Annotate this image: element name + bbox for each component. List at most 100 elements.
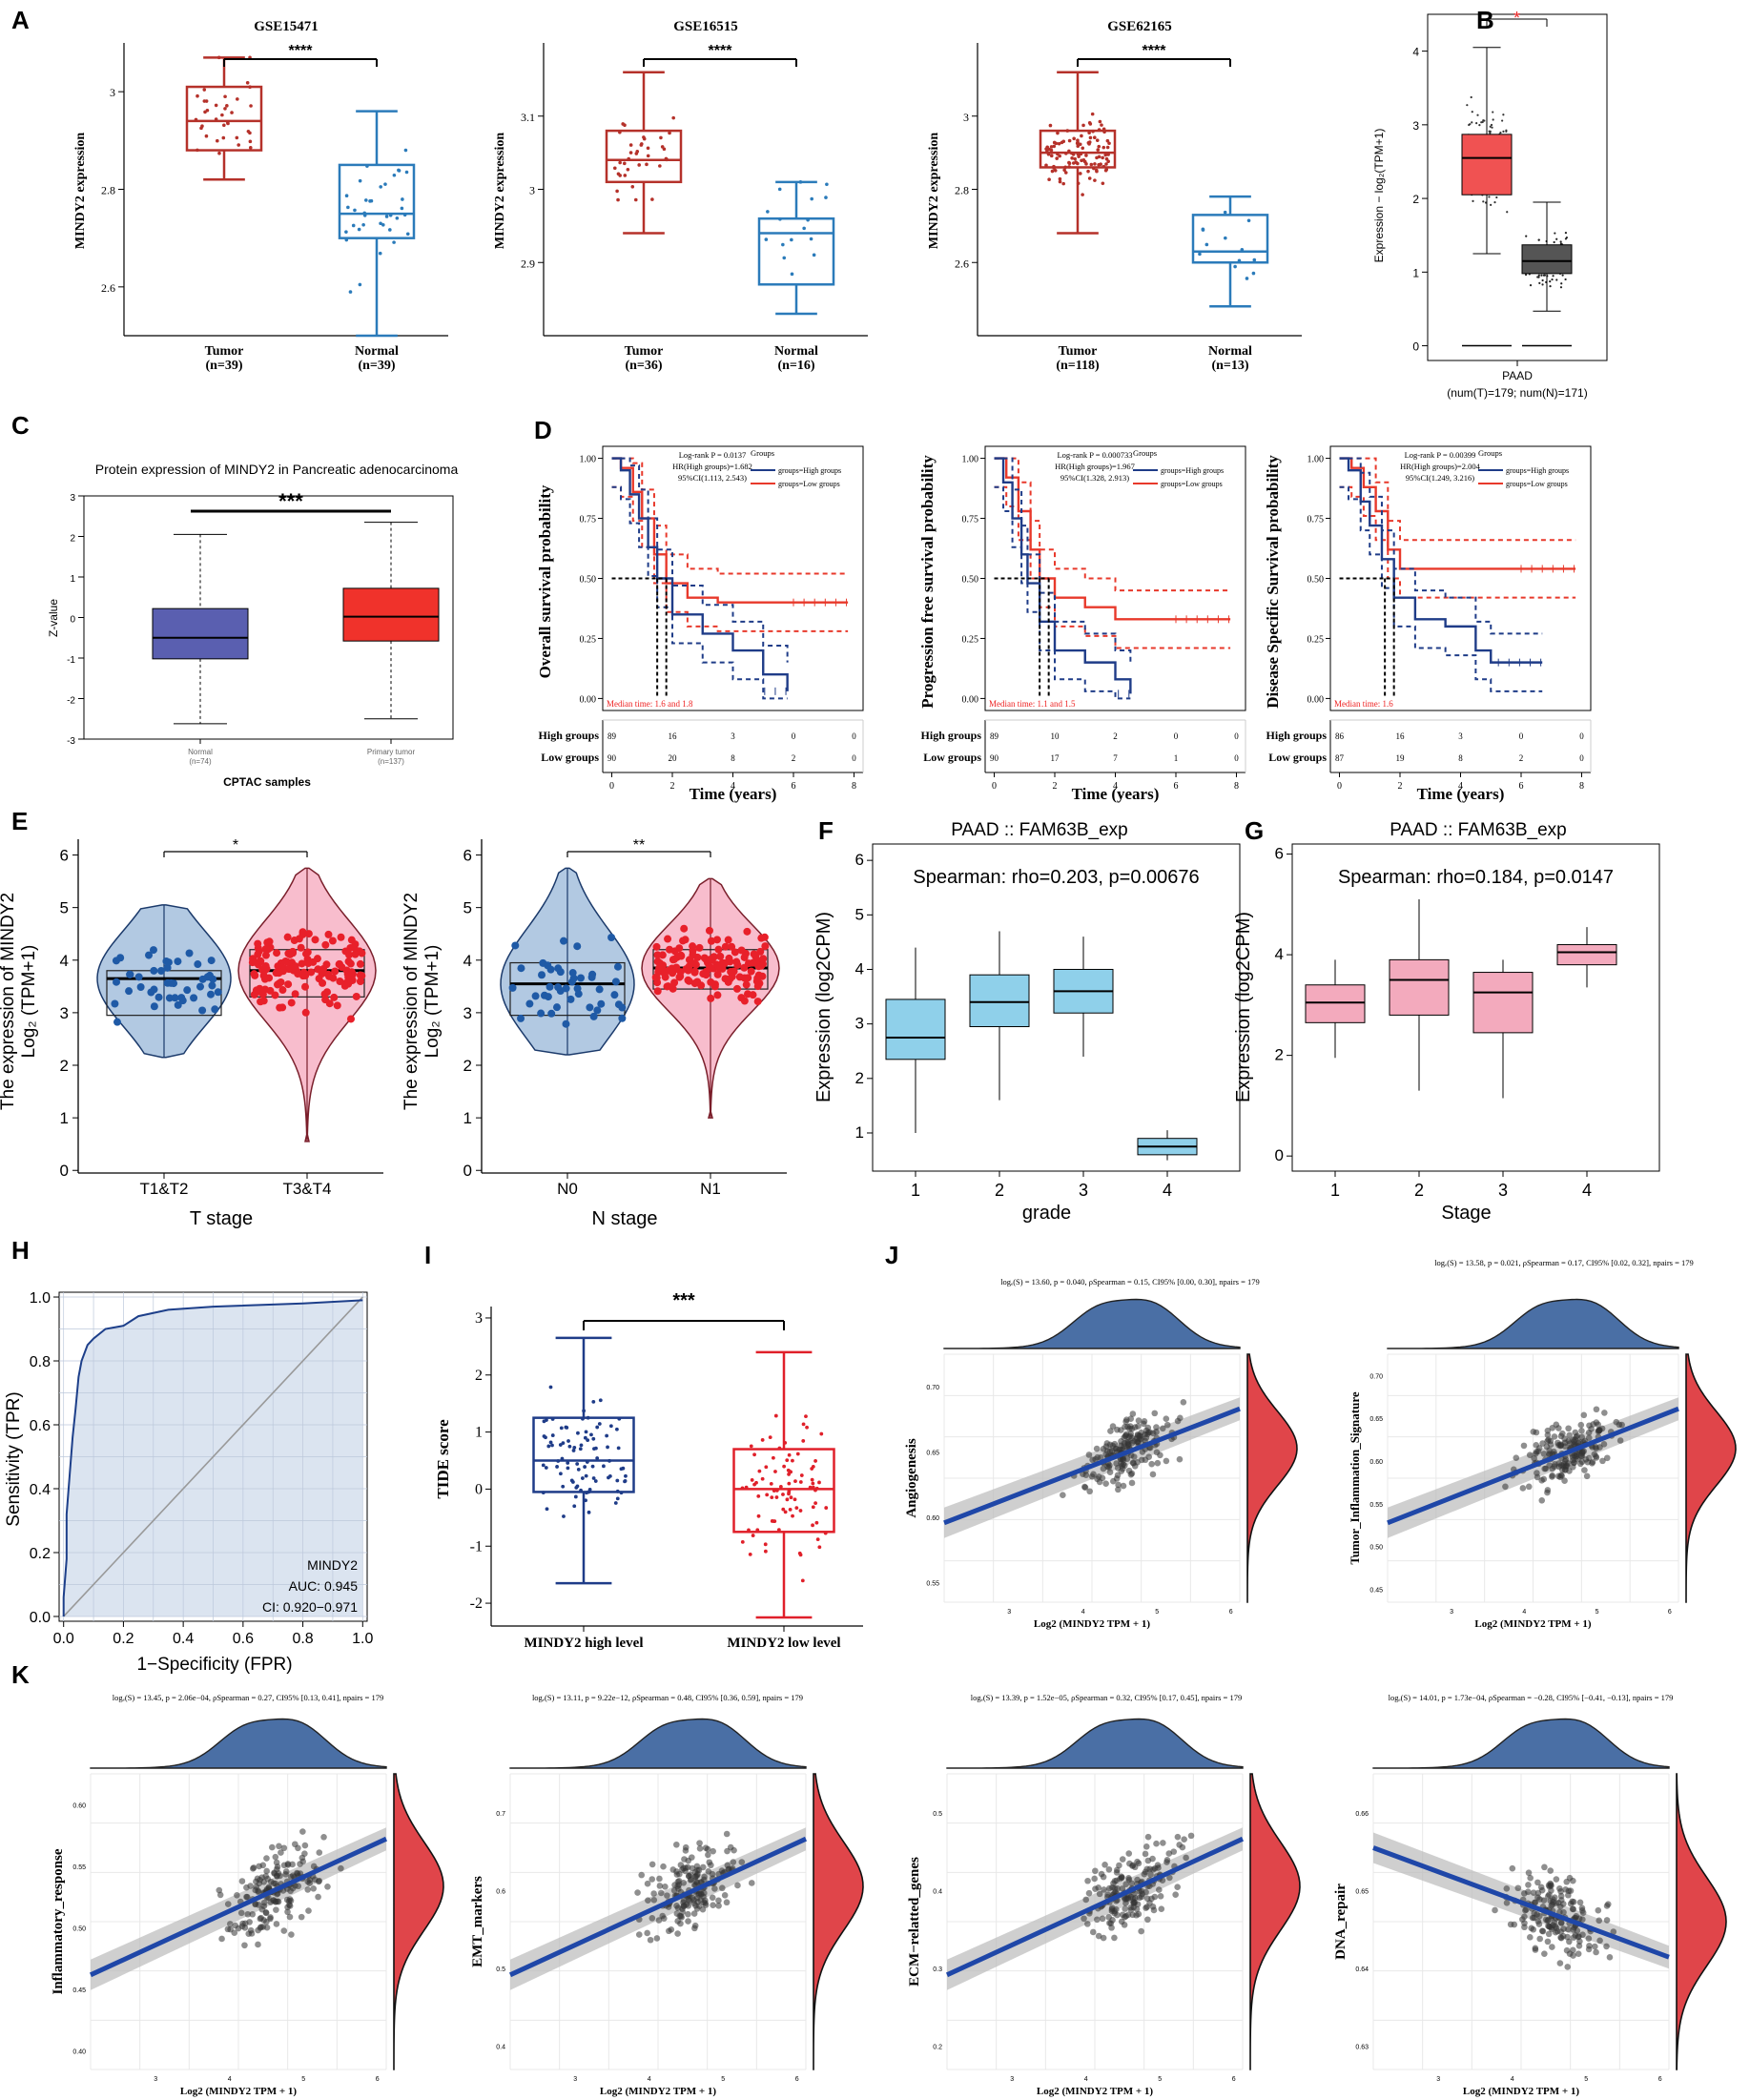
- box: [605, 129, 683, 184]
- data-point: [1501, 119, 1504, 122]
- data-point: [301, 1008, 310, 1017]
- data-point: [1081, 123, 1085, 128]
- data-point: [508, 983, 517, 992]
- x-tick-label: 4: [1113, 781, 1118, 792]
- data-point: [589, 1012, 598, 1020]
- data-point: [544, 993, 552, 1001]
- data-point: [568, 969, 577, 978]
- data-point: [1085, 1889, 1093, 1897]
- data-point: [760, 1438, 765, 1442]
- data-point: [1578, 1427, 1585, 1434]
- y-axis-label: Expression (log2CPM): [1233, 912, 1254, 1102]
- data-point: [778, 1485, 783, 1489]
- data-point: [147, 988, 155, 997]
- data-point: [744, 974, 752, 982]
- data-point: [1503, 1899, 1511, 1906]
- data-point: [809, 237, 813, 241]
- data-point: [1560, 1925, 1567, 1932]
- data-point: [1061, 181, 1065, 186]
- data-point: [1084, 1921, 1091, 1927]
- y-tick-label: 0.50: [580, 575, 597, 586]
- data-point: [642, 135, 646, 139]
- y-tick-label: 5: [60, 899, 69, 917]
- data-point: [1099, 1915, 1106, 1923]
- data-point: [1563, 1462, 1570, 1470]
- x-tick-label: T3&T4: [282, 1180, 331, 1198]
- marginal-density-x: [1372, 1718, 1670, 1769]
- data-point: [1544, 1487, 1552, 1493]
- data-point: [211, 1005, 219, 1014]
- data-point: [685, 977, 693, 985]
- data-point: [1525, 1882, 1532, 1888]
- data-point: [1118, 1874, 1125, 1882]
- data-point: [597, 1422, 602, 1426]
- y-axis-label: Expression − log₂(TPM+1): [1372, 129, 1386, 263]
- y-tick-label: 0.64: [1355, 1966, 1369, 1973]
- y-axis-label: MINDY2 expression: [927, 133, 941, 249]
- data-point: [735, 973, 744, 981]
- data-point: [653, 1935, 661, 1942]
- data-point: [579, 1443, 584, 1448]
- data-point: [254, 950, 262, 958]
- data-point: [1090, 112, 1095, 116]
- data-point: [1052, 140, 1057, 145]
- data-point: [1151, 1410, 1159, 1417]
- data-point: [537, 1009, 546, 1018]
- data-point: [383, 182, 387, 186]
- data-point: [660, 1863, 667, 1870]
- data-point: [750, 950, 758, 958]
- chart-title: GSE16515: [673, 19, 738, 34]
- data-point: [690, 1896, 697, 1904]
- data-point: [795, 1451, 800, 1456]
- data-point: [1106, 1469, 1114, 1475]
- data-point: [1109, 1917, 1116, 1924]
- data-point: [619, 1467, 624, 1472]
- data-point: [664, 935, 672, 943]
- x-tick-label: 3: [1450, 1609, 1453, 1616]
- data-point: [1131, 1424, 1139, 1431]
- y-tick-label: 0.2: [30, 1546, 51, 1562]
- data-point: [1492, 111, 1494, 113]
- data-point: [626, 167, 630, 172]
- data-point: [649, 1876, 656, 1883]
- data-point: [1576, 1438, 1583, 1446]
- data-point: [126, 970, 134, 978]
- data-point: [116, 954, 125, 962]
- data-point: [1111, 1934, 1118, 1942]
- x-tick-label: 0.4: [173, 1631, 194, 1647]
- data-point: [1149, 1471, 1157, 1478]
- data-point: [1534, 1470, 1540, 1476]
- data-point: [1569, 1464, 1576, 1471]
- data-point: [316, 1849, 323, 1856]
- x-axis-sublabel: (num(T)=179; num(N)=171): [1447, 386, 1587, 400]
- legend-label: groups=High groups: [1161, 466, 1224, 475]
- data-point: [286, 1913, 294, 1921]
- data-point: [297, 943, 305, 952]
- x-axis-label: grade: [1022, 1203, 1071, 1224]
- data-point: [1163, 1421, 1171, 1429]
- data-point: [689, 946, 697, 955]
- y-tick-label: 1.00: [962, 455, 979, 465]
- data-point: [605, 1433, 609, 1438]
- data-point: [623, 174, 628, 177]
- data-point: [1595, 1421, 1601, 1429]
- x-tick-label: 6: [1229, 1609, 1233, 1616]
- panel-letter-i: I: [424, 1241, 431, 1269]
- data-point: [750, 1478, 754, 1482]
- data-point: [1122, 1905, 1129, 1912]
- data-point: [759, 955, 768, 963]
- data-point: [381, 222, 385, 227]
- data-point: [691, 1868, 699, 1876]
- y-tick-label: 0: [475, 1481, 483, 1497]
- data-point: [555, 1465, 559, 1469]
- data-point: [338, 963, 346, 972]
- data-point: [1552, 1923, 1559, 1930]
- data-point: [769, 1481, 773, 1486]
- data-point: [723, 1899, 731, 1906]
- risk-count: 17: [1051, 753, 1060, 763]
- x-tick-label: (n=39): [358, 359, 395, 373]
- data-point: [664, 1892, 670, 1899]
- data-point: [1181, 1836, 1187, 1843]
- data-point: [781, 242, 785, 247]
- data-point: [1093, 1445, 1101, 1452]
